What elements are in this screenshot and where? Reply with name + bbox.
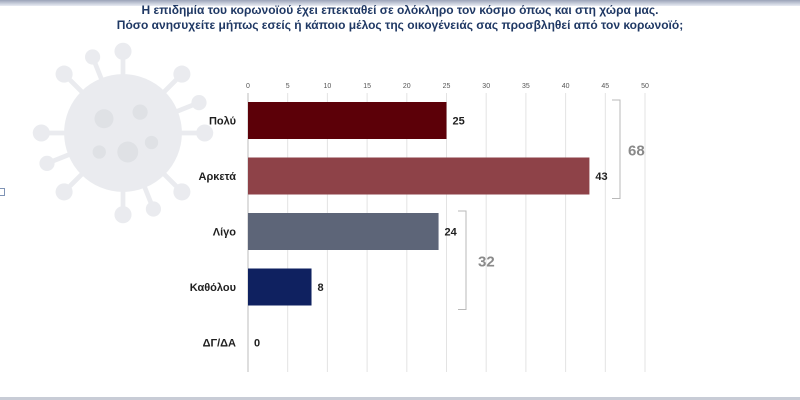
- group-total-label: 68: [628, 142, 645, 159]
- bar: [248, 268, 312, 306]
- data-label: 43: [595, 171, 607, 183]
- category-label: Αρκετά: [199, 171, 237, 183]
- x-tick-label: 40: [562, 83, 570, 90]
- x-tick-label: 30: [482, 83, 490, 90]
- x-tick-label: 35: [522, 83, 530, 90]
- data-label: 8: [318, 282, 324, 294]
- bar: [248, 157, 590, 195]
- x-tick-label: 0: [246, 83, 250, 90]
- x-tick-label: 20: [403, 83, 411, 90]
- category-label: Λίγο: [213, 227, 237, 239]
- x-tick-label: 25: [443, 83, 451, 90]
- data-label: 24: [445, 227, 458, 239]
- question-title-line-2: Πόσο ανησυχείτε μήπως εσείς ή κάποιο μέλ…: [116, 18, 684, 32]
- top-banner: [0, 0, 800, 6]
- x-tick-label: 50: [641, 83, 649, 90]
- slide-edge-marker: [0, 188, 5, 196]
- bar: [248, 102, 447, 139]
- coronavirus-watermark-icon: [32, 42, 214, 224]
- data-label: 25: [453, 116, 465, 128]
- group-bracket: [458, 210, 467, 310]
- bar: [248, 213, 439, 250]
- group-bracket: [612, 99, 621, 199]
- x-tick-label: 15: [363, 83, 371, 90]
- x-tick-label: 45: [601, 83, 609, 90]
- bottom-banner: [0, 397, 800, 400]
- category-label: Πολύ: [209, 116, 236, 128]
- category-label: Καθόλου: [190, 282, 236, 294]
- group-total-label: 32: [478, 253, 495, 270]
- x-tick-label: 10: [324, 83, 332, 90]
- category-label: ΔΓ/ΔΑ: [203, 338, 236, 350]
- data-label: 0: [254, 338, 260, 350]
- x-tick-label: 5: [286, 83, 290, 90]
- question-title-line-1: Η επιδημία του κορωνοϊού έχει επεκταθεί …: [141, 3, 659, 17]
